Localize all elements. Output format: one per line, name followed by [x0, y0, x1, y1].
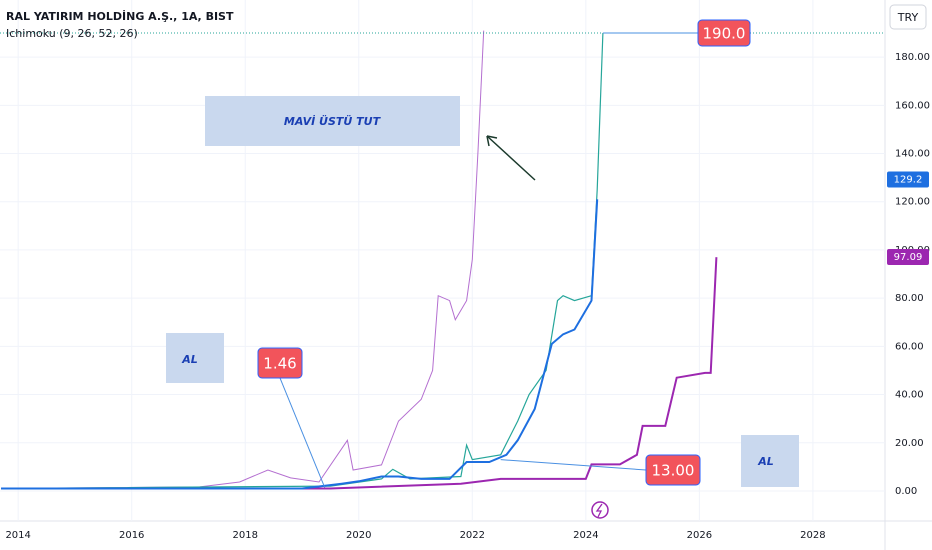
- x-tick-label: 2028: [800, 530, 825, 541]
- annotation-box: [741, 435, 799, 487]
- y-tick-label: 180.00: [895, 52, 930, 63]
- annotation: AL: [181, 353, 198, 366]
- annotation-box: [166, 333, 224, 383]
- callout-connector: [500, 459, 647, 471]
- grid: [0, 0, 885, 521]
- lines: [0, 30, 885, 490]
- event-icon: [595, 503, 603, 518]
- x-tick-label: 2018: [233, 530, 258, 541]
- callout-box: [257, 347, 303, 379]
- callout-box: [645, 454, 701, 486]
- annotation: MAVİ ÜSTÜ TUT: [284, 114, 382, 128]
- x-tick-label: 2016: [119, 530, 144, 541]
- annotation: AL: [757, 455, 774, 468]
- currency-button[interactable]: [889, 4, 927, 30]
- event-icon[interactable]: [591, 501, 609, 519]
- indicator-label: Ichimoku (9, 26, 52, 26): [6, 27, 138, 40]
- series-line: [1, 30, 485, 489]
- price-label: 97.09: [894, 252, 923, 263]
- price-label: 129.2: [894, 175, 923, 186]
- x-tick-label: 2014: [5, 530, 30, 541]
- callout-connector: [279, 377, 326, 488]
- price-label-box: [887, 171, 929, 188]
- y-tick-label: 60.00: [895, 341, 924, 352]
- arrow: [486, 135, 536, 181]
- callout-box: [697, 19, 751, 47]
- currency-label: TRY: [897, 11, 919, 24]
- x-tick-label: 2024: [573, 530, 598, 541]
- arrow-head: [486, 135, 498, 147]
- series-line: [1, 32, 604, 490]
- x-tick-label: 2026: [687, 530, 712, 541]
- y-tick-label: 80.00: [895, 293, 924, 304]
- y-tick-label: 120.00: [895, 197, 930, 208]
- callout-label: 13.00: [652, 462, 695, 480]
- y-tick-label: 0.00: [895, 486, 917, 497]
- callout-label: 190.0: [703, 25, 746, 43]
- chart-title: RAL YATIRIM HOLDİNG A.Ş., 1A, BIST: [6, 9, 234, 23]
- x-tick-label: 2020: [346, 530, 371, 541]
- overlay: MAVİ ÜSTÜ TUT AL AL RAL YATIRIM HOLDİNG …: [5, 4, 930, 541]
- series-line: [1, 199, 599, 490]
- y-tick-label: 160.00: [895, 100, 930, 111]
- y-tick-label: 20.00: [895, 438, 924, 449]
- x-tick-label: 2022: [460, 530, 485, 541]
- y-tick-label: 140.00: [895, 149, 930, 160]
- annotation-box: [205, 96, 460, 146]
- price-label-box: [887, 248, 929, 265]
- y-tick-label: 40.00: [895, 390, 924, 401]
- series-line: [1, 257, 718, 490]
- callout-label: 1.46: [263, 355, 296, 373]
